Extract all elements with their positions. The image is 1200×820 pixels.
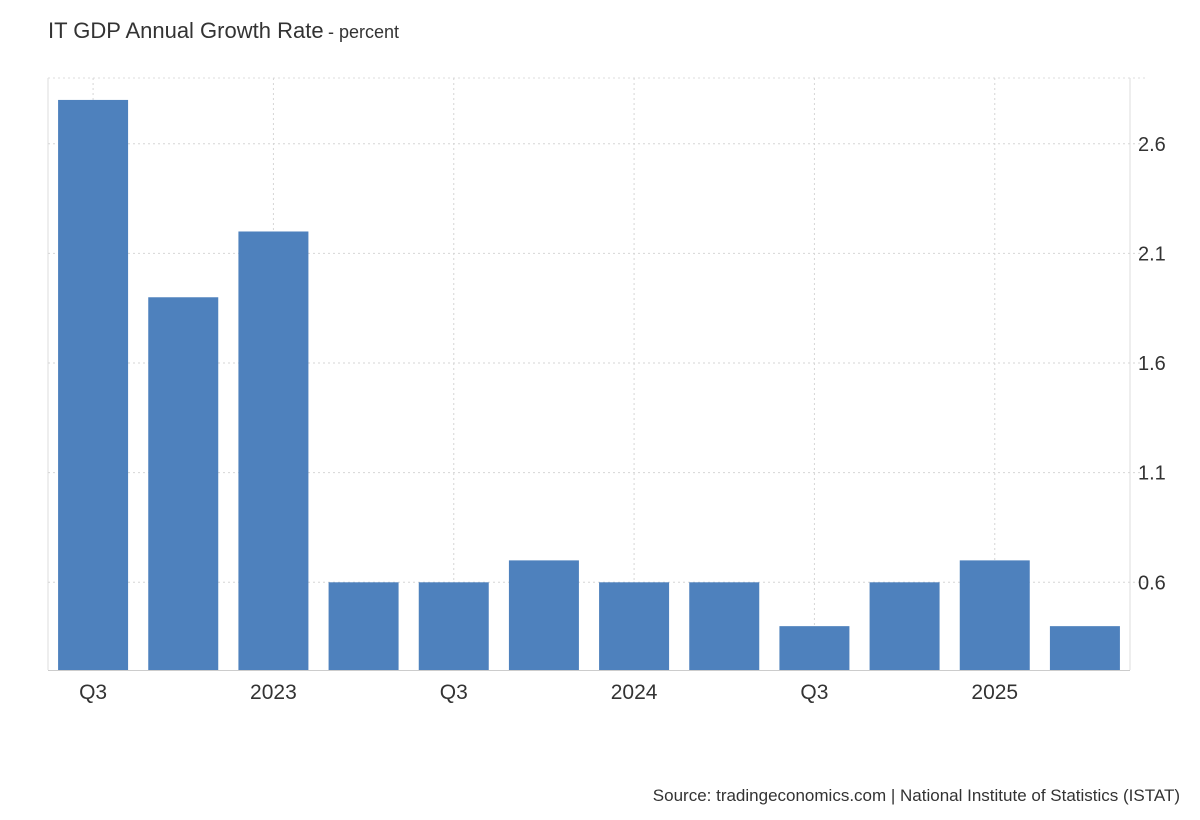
x-tick-label: 2025 (971, 681, 1018, 704)
x-tick-label: Q3 (79, 681, 107, 704)
bar-2023-q1 (238, 231, 309, 670)
chart-subtitle: - percent (328, 22, 400, 42)
y-tick-label: 0.6 (1138, 572, 1166, 594)
bar-2025-q2 (1049, 626, 1120, 670)
y-tick-label: 1.6 (1138, 353, 1166, 375)
bar-2022-q3 (58, 99, 129, 671)
bar-2023-q2 (328, 582, 399, 670)
bar-layer (58, 99, 1120, 671)
bar-2025-q1 (959, 560, 1030, 670)
bar-2024-q1 (599, 582, 670, 670)
bar-2024-q2 (689, 582, 760, 670)
chart-title: IT GDP Annual Growth Rate (48, 18, 324, 43)
bar-2023-q4 (508, 560, 579, 670)
y-tick-label: 1.1 (1138, 463, 1166, 485)
y-tick-label: 2.6 (1138, 134, 1166, 156)
chart-header: IT GDP Annual Growth Rate - percent (48, 18, 399, 44)
bar-2024-q3 (779, 626, 850, 670)
bar-2022-q4 (148, 297, 219, 670)
x-tick-label: Q3 (440, 681, 468, 704)
source-credit: Source: tradingeconomics.com | National … (652, 786, 1180, 805)
x-tick-label: Q3 (800, 681, 828, 704)
label-layer: 0.6 1.1 1.6 2.1 2.6 Q3 2023 Q3 2024 Q3 2025 (79, 134, 1166, 704)
x-tick-label: 2024 (611, 681, 658, 704)
x-tick-label: 2023 (250, 681, 297, 704)
y-tick-label: 2.1 (1138, 243, 1166, 265)
bar-2024-q4 (869, 582, 940, 670)
bar-2023-q3 (418, 582, 489, 670)
